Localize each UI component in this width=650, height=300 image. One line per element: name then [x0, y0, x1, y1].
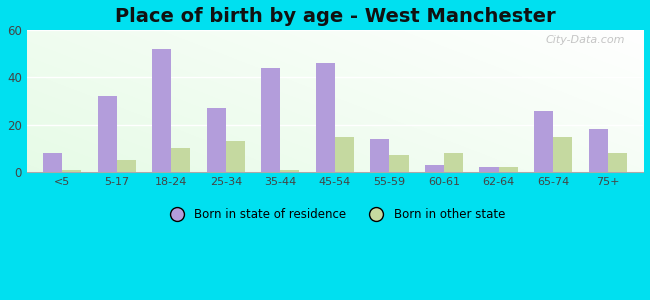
Bar [226, 141, 245, 172]
Bar [207, 108, 226, 172]
Bar [608, 153, 627, 172]
Bar [588, 129, 608, 172]
Bar [370, 139, 389, 172]
Text: City-Data.com: City-Data.com [545, 34, 625, 44]
Legend: Born in state of residence, Born in other state: Born in state of residence, Born in othe… [160, 203, 510, 226]
Bar [335, 136, 354, 172]
Bar [499, 167, 517, 172]
Title: Place of birth by age - West Manchester: Place of birth by age - West Manchester [114, 7, 555, 26]
Bar [43, 153, 62, 172]
Bar [480, 167, 499, 172]
Bar [534, 111, 553, 172]
Bar [553, 136, 572, 172]
Bar [389, 155, 408, 172]
Bar [316, 63, 335, 172]
Bar [117, 160, 136, 172]
Bar [444, 153, 463, 172]
Bar [171, 148, 190, 172]
Bar [152, 49, 171, 172]
Bar [98, 96, 117, 172]
Bar [425, 165, 444, 172]
Bar [62, 169, 81, 172]
Bar [280, 169, 300, 172]
Bar [261, 68, 280, 172]
